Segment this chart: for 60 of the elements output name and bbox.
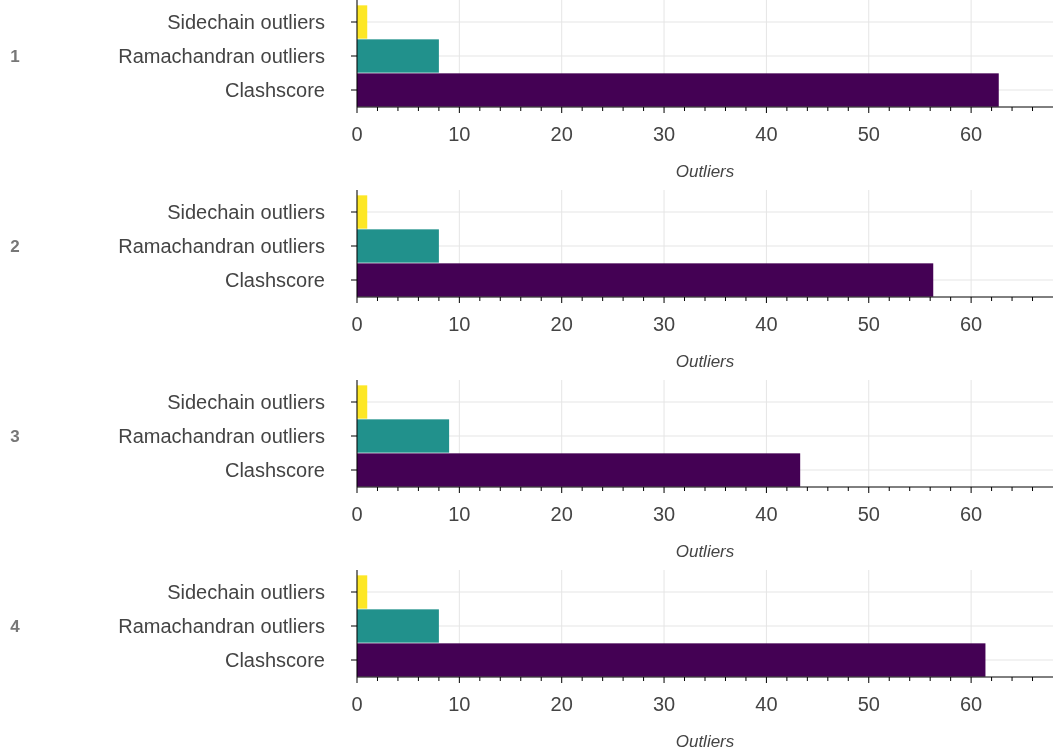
- x-tick-label: 0: [351, 123, 363, 145]
- x-tick-label: 50: [857, 693, 880, 715]
- y-tick-label: Clashscore: [224, 269, 325, 291]
- x-axis-title: Outliers: [675, 732, 735, 749]
- x-tick-label: 20: [550, 313, 573, 335]
- y-tick-label: Sidechain outliers: [167, 391, 325, 413]
- x-axis-title: Outliers: [675, 352, 735, 371]
- y-tick-label: Ramachandran outliers: [118, 235, 325, 257]
- bar: [357, 643, 986, 677]
- text: 3: [10, 427, 20, 446]
- bar: [357, 385, 368, 419]
- bar: [357, 575, 368, 609]
- y-tick-label: Clashscore: [224, 649, 325, 671]
- bar: [357, 73, 999, 107]
- x-tick-label: 0: [351, 313, 363, 335]
- x-tick-label: 40: [755, 693, 778, 715]
- x-tick-label: 60: [959, 503, 983, 525]
- x-tick-label: 50: [857, 313, 880, 335]
- y-tick-label: Clashscore: [224, 79, 325, 101]
- x-tick-label: 20: [550, 503, 573, 525]
- y-tick-label: Ramachandran outliers: [118, 45, 325, 67]
- y-tick-label: Sidechain outliers: [167, 201, 325, 223]
- text: 2: [10, 237, 20, 256]
- x-tick-label: 60: [959, 313, 983, 335]
- x-tick-label: 10: [448, 313, 471, 335]
- x-tick-label: 20: [550, 123, 573, 145]
- bar: [357, 609, 439, 643]
- x-tick-label: 10: [448, 693, 471, 715]
- y-tick-label: Sidechain outliers: [167, 11, 325, 33]
- y-tick-label: Ramachandran outliers: [118, 425, 325, 447]
- text: 4: [10, 617, 21, 636]
- x-tick-label: 60: [959, 693, 983, 715]
- x-tick-label: 20: [550, 693, 573, 715]
- x-axis-title: Outliers: [675, 162, 735, 181]
- bar: [357, 419, 450, 453]
- x-tick-label: 50: [857, 123, 880, 145]
- bar: [357, 229, 439, 263]
- y-tick-label: Sidechain outliers: [167, 581, 325, 603]
- x-tick-label: 60: [959, 123, 983, 145]
- x-tick-label: 30: [652, 693, 676, 715]
- bar: [357, 5, 368, 39]
- bar: [357, 195, 368, 229]
- y-tick-label: Clashscore: [224, 459, 325, 481]
- bar: [357, 39, 439, 73]
- x-tick-label: 40: [755, 123, 778, 145]
- x-tick-label: 0: [351, 693, 363, 715]
- x-tick-label: 40: [755, 313, 778, 335]
- x-tick-label: 30: [652, 313, 676, 335]
- x-tick-label: 50: [857, 503, 880, 525]
- x-tick-label: 10: [448, 123, 471, 145]
- x-axis-title: Outliers: [675, 542, 735, 561]
- x-tick-label: 40: [755, 503, 778, 525]
- x-tick-label: 30: [652, 123, 676, 145]
- x-tick-label: 0: [351, 503, 363, 525]
- x-tick-label: 30: [652, 503, 676, 525]
- y-tick-label: Ramachandran outliers: [118, 615, 325, 637]
- text: 1: [10, 47, 20, 66]
- x-tick-label: 10: [448, 503, 471, 525]
- bar: [357, 263, 934, 297]
- bar: [357, 453, 801, 487]
